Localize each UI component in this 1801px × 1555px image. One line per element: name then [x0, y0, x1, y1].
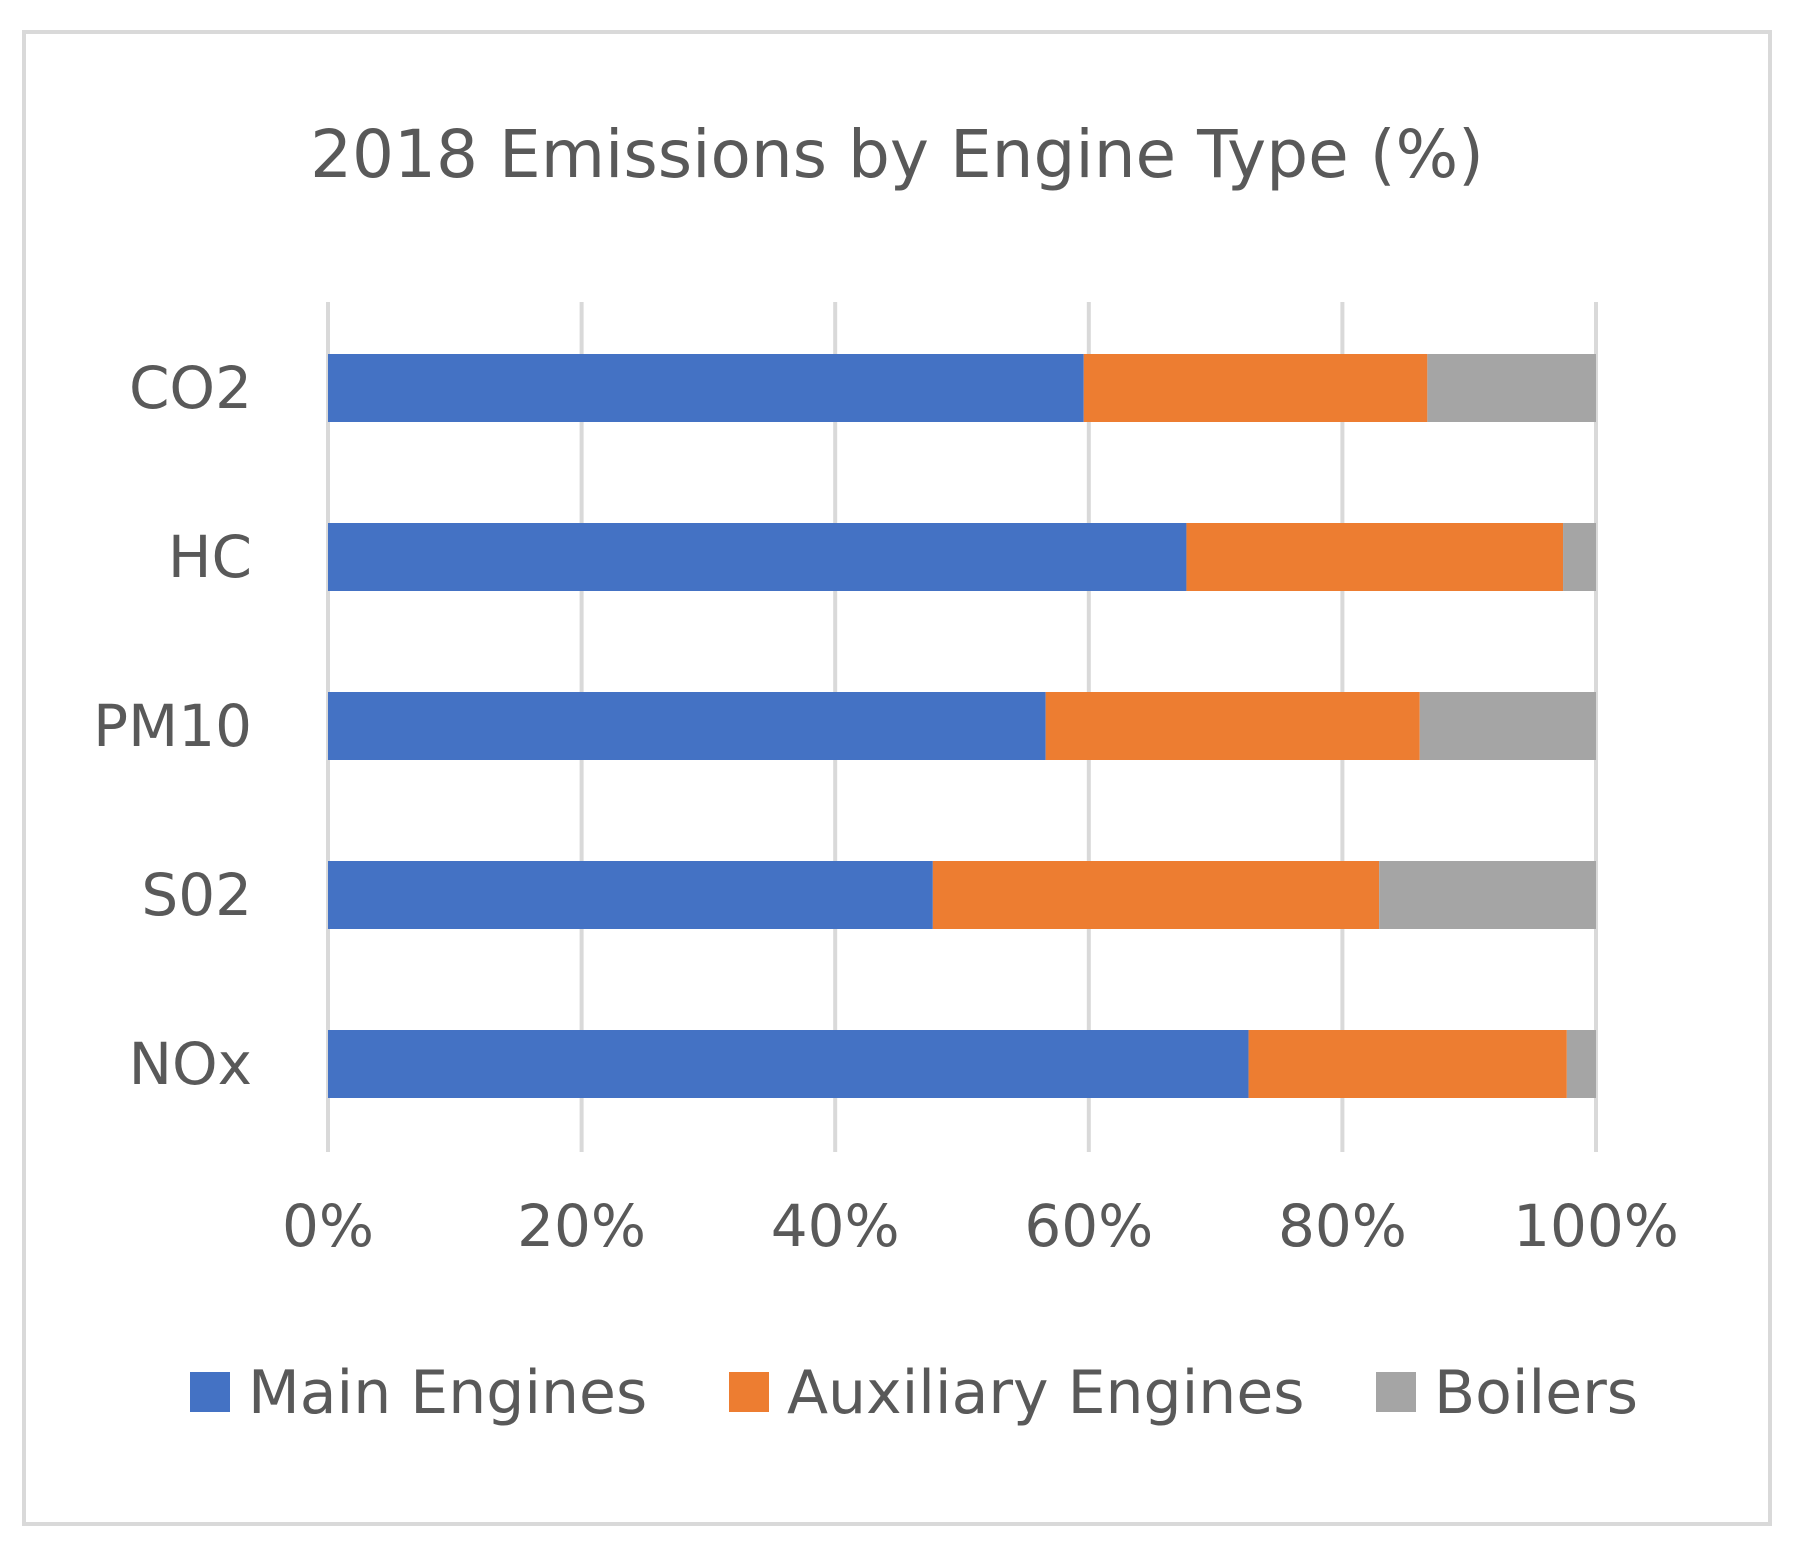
legend-label-auxiliary-engines: Auxiliary Engines: [787, 1358, 1305, 1428]
x-tick-label-2: 40%: [771, 1192, 900, 1260]
chart-frame: 2018 Emissions by Engine Type (%) CO2 HC P…: [22, 30, 1772, 1526]
bar-pm10-boilers: [1419, 692, 1596, 760]
bar-co2-boilers: [1427, 354, 1596, 422]
bar-pm10-main-engines: [328, 692, 1046, 760]
legend-swatch-boilers: [1376, 1372, 1416, 1412]
x-tick-label-4: 80%: [1278, 1192, 1407, 1260]
bar-nox-auxiliary-engines: [1248, 1030, 1567, 1098]
category-label-hc: HC: [168, 523, 252, 591]
bar-hc-main-engines: [328, 523, 1187, 591]
x-tick-label-0: 0%: [282, 1192, 374, 1260]
category-label-nox: NOx: [129, 1030, 252, 1098]
chart-title: 2018 Emissions by Engine Type (%): [310, 116, 1484, 193]
category-label-s02: S02: [141, 861, 252, 929]
bar-s02-auxiliary-engines: [932, 861, 1380, 929]
bar-hc-auxiliary-engines: [1186, 523, 1564, 591]
legend: Main Engines Auxiliary Engines Boilers: [190, 1358, 1638, 1428]
bar-s02-boilers: [1379, 861, 1596, 929]
bar-co2-main-engines: [328, 354, 1084, 422]
x-tick-label-1: 20%: [517, 1192, 646, 1260]
legend-swatch-auxiliary-engines: [729, 1372, 769, 1412]
bar-pm10-auxiliary-engines: [1045, 692, 1420, 760]
category-label-co2: CO2: [129, 354, 252, 422]
legend-label-boilers: Boilers: [1434, 1358, 1638, 1428]
x-tick-label-3: 60%: [1024, 1192, 1153, 1260]
legend-label-main-engines: Main Engines: [248, 1358, 647, 1428]
category-label-pm10: PM10: [93, 692, 252, 760]
bar-s02-main-engines: [328, 861, 933, 929]
x-axis-tick-labels: 0% 20% 40% 60% 80% 100%: [282, 1192, 1679, 1260]
legend-swatch-main-engines: [190, 1372, 230, 1412]
bars: [328, 354, 1596, 1098]
chart-svg: 2018 Emissions by Engine Type (%) CO2 HC P…: [93, 116, 1679, 1428]
category-labels: CO2 HC PM10 S02 NOx: [93, 354, 252, 1098]
bar-nox-boilers: [1566, 1030, 1596, 1098]
bar-hc-boilers: [1563, 523, 1596, 591]
bar-co2-auxiliary-engines: [1083, 354, 1428, 422]
bar-nox-main-engines: [328, 1030, 1249, 1098]
x-tick-label-5: 100%: [1513, 1192, 1679, 1260]
